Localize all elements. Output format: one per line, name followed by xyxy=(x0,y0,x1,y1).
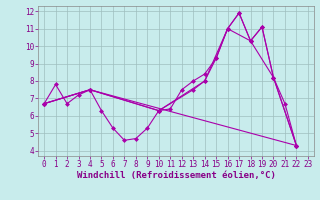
X-axis label: Windchill (Refroidissement éolien,°C): Windchill (Refroidissement éolien,°C) xyxy=(76,171,276,180)
